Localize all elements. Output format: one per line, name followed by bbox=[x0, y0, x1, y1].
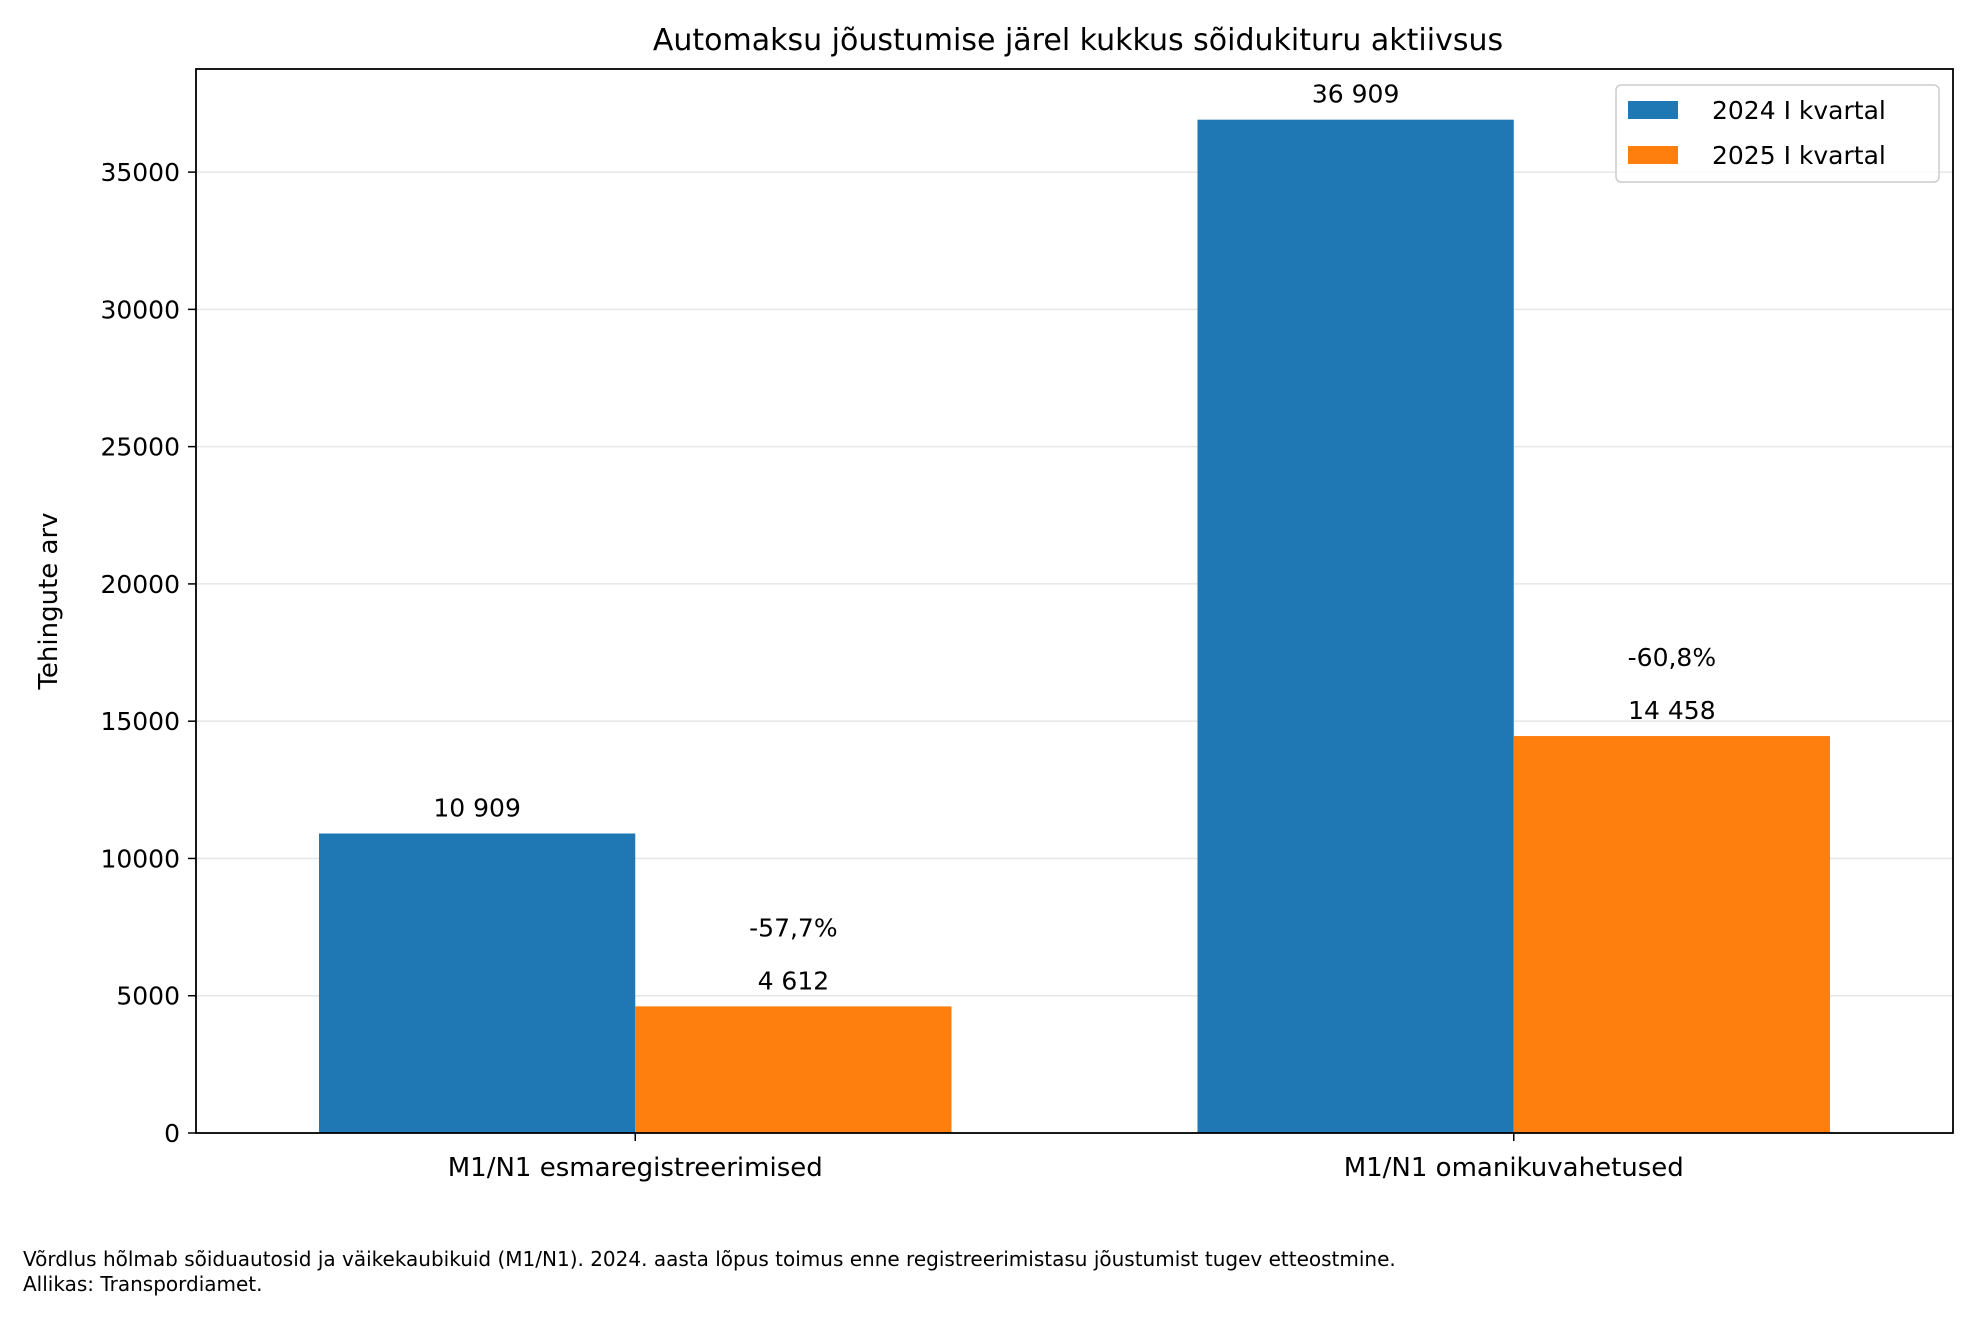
legend-label-1: 2025 I kvartal bbox=[1712, 141, 1886, 170]
y-tick-label-5000: 5000 bbox=[116, 982, 180, 1011]
chart-title: Automaksu jõustumise järel kukkus sõiduk… bbox=[653, 23, 1503, 58]
change-label-c1: -60,8% bbox=[1628, 643, 1716, 672]
y-tick-label-25000: 25000 bbox=[100, 433, 180, 462]
bar-s1-c1 bbox=[1513, 736, 1831, 1133]
bar-s1-c0 bbox=[635, 1006, 952, 1133]
data-label-s1-c1: 14 458 bbox=[1628, 696, 1715, 725]
y-axis-label: Tehingute arv bbox=[34, 512, 64, 690]
plot-frame bbox=[195, 68, 1954, 1134]
y-tick-label-20000: 20000 bbox=[100, 570, 180, 599]
y-tick-label-30000: 30000 bbox=[100, 295, 180, 324]
x-tick-label-0: M1/N1 esmaregistreerimised bbox=[448, 1153, 823, 1183]
data-label-s1-c0: 4 612 bbox=[758, 966, 830, 995]
footnote-source: Allikas: Transpordiamet. bbox=[23, 1272, 263, 1296]
bar-s0-c0 bbox=[318, 833, 636, 1133]
legend-box bbox=[1615, 84, 1940, 183]
y-tick-label-35000: 35000 bbox=[100, 158, 180, 187]
data-label-s0-c0: 10 909 bbox=[433, 793, 520, 822]
footnote-note: Võrdlus hõlmab sõiduautosid ja väikekaub… bbox=[23, 1247, 1396, 1271]
y-tick-label-0: 0 bbox=[164, 1119, 180, 1148]
legend-swatch-0 bbox=[1628, 101, 1678, 119]
legend-swatch-1 bbox=[1628, 146, 1678, 164]
change-label-c0: -57,7% bbox=[749, 913, 837, 942]
legend-label-0: 2024 I kvartal bbox=[1712, 96, 1886, 125]
bar-s0-c1 bbox=[1197, 119, 1514, 1134]
plot-area: 0 5000 10000 15000 20000 25000 30000 35000 10 90… bbox=[34, 68, 1954, 1183]
y-tick-label-15000: 15000 bbox=[100, 707, 180, 736]
y-tick-label-10000: 10000 bbox=[100, 844, 180, 873]
x-tick-label-1: M1/N1 omanikuvahetused bbox=[1344, 1153, 1684, 1183]
data-label-s0-c1: 36 909 bbox=[1312, 80, 1399, 109]
